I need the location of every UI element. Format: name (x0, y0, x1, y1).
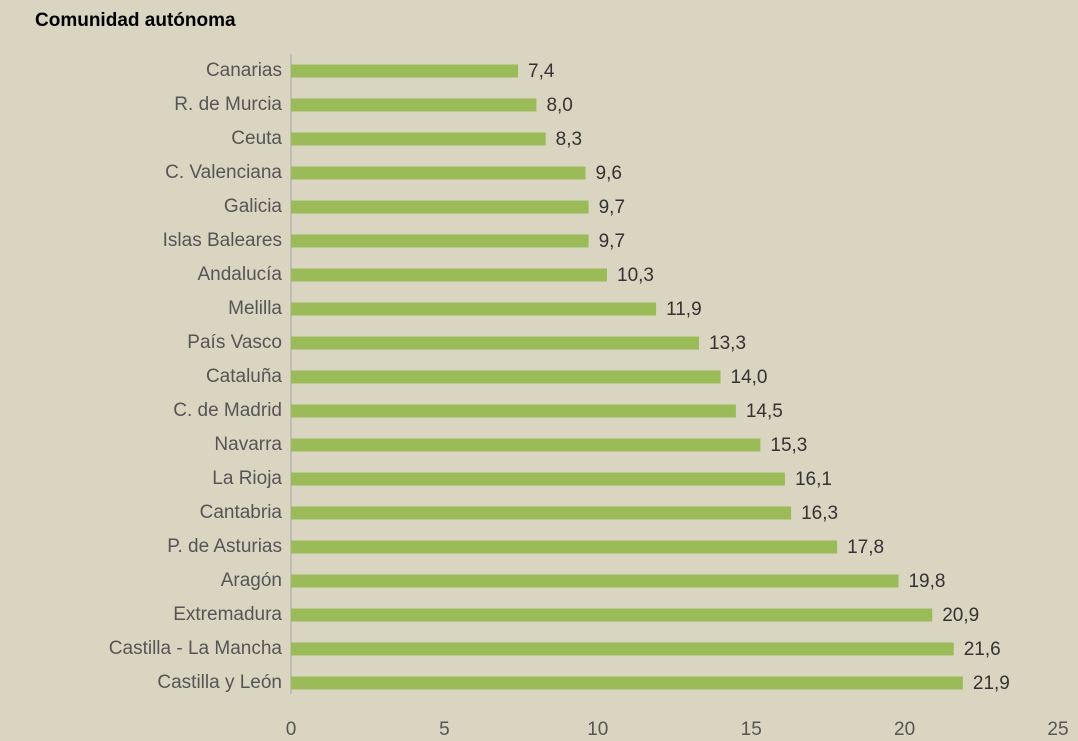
y-tick-label: C. de Madrid (173, 400, 282, 421)
value-label: 9,7 (599, 231, 625, 252)
y-tick-label: Ceuta (231, 128, 282, 149)
x-tick-label: 0 (286, 719, 297, 740)
x-tick-label: 20 (894, 719, 915, 740)
bar (291, 234, 589, 248)
value-label: 14,0 (731, 367, 768, 388)
value-label: 15,3 (770, 435, 807, 456)
y-tick-label: País Vasco (187, 332, 282, 353)
value-label: 21,9 (973, 673, 1010, 694)
bar (291, 506, 792, 520)
value-label: 16,3 (801, 503, 838, 524)
y-tick-label: La Rioja (212, 468, 282, 489)
bar (291, 64, 519, 78)
x-tick-label: 25 (1047, 719, 1068, 740)
y-tick-label: Castilla - La Mancha (109, 638, 283, 659)
bar (291, 642, 954, 656)
chart-title: Comunidad autónoma (35, 10, 236, 31)
bar (291, 574, 899, 588)
value-label: 19,8 (908, 571, 945, 592)
y-tick-label: Galicia (224, 196, 283, 217)
x-tick-label: 5 (439, 719, 450, 740)
y-tick-label: Cantabria (200, 502, 283, 523)
value-label: 8,3 (556, 129, 582, 150)
value-label: 20,9 (942, 605, 979, 626)
value-label: 9,7 (599, 197, 625, 218)
bar (291, 540, 838, 554)
bar (291, 302, 657, 316)
bar (291, 370, 721, 384)
y-tick-label: R. de Murcia (174, 94, 282, 115)
bar (291, 438, 761, 452)
y-tick-label: C. Valenciana (165, 162, 282, 183)
y-tick-label: Extremadura (173, 604, 282, 625)
x-tick-label: 10 (587, 719, 608, 740)
bar (291, 608, 933, 622)
y-tick-label: Navarra (214, 434, 282, 455)
bar (291, 336, 700, 350)
value-label: 21,6 (964, 639, 1001, 660)
bar (291, 404, 736, 418)
value-label: 9,6 (596, 163, 622, 184)
value-label: 14,5 (746, 401, 783, 422)
value-label: 17,8 (847, 537, 884, 558)
y-tick-label: Andalucía (197, 264, 282, 285)
value-label: 10,3 (617, 265, 654, 286)
y-tick-label: Canarias (206, 60, 282, 81)
value-label: 11,9 (666, 299, 702, 320)
value-label: 16,1 (795, 469, 832, 490)
bar (291, 132, 546, 146)
x-tick-label: 15 (741, 719, 762, 740)
y-tick-label: Melilla (228, 298, 282, 319)
y-tick-label: Islas Baleares (163, 230, 282, 251)
bar (291, 472, 785, 486)
value-label: 8,0 (546, 95, 572, 116)
value-label: 13,3 (709, 333, 746, 354)
y-tick-label: Castilla y León (157, 672, 282, 693)
bar (291, 268, 608, 282)
value-label: 7,4 (528, 61, 555, 82)
bar (291, 98, 537, 112)
bar (291, 200, 589, 214)
bar (291, 166, 586, 180)
y-tick-label: P. de Asturias (167, 536, 282, 557)
bar (291, 676, 963, 690)
y-tick-label: Cataluña (206, 366, 282, 387)
y-tick-label: Aragón (221, 570, 282, 591)
